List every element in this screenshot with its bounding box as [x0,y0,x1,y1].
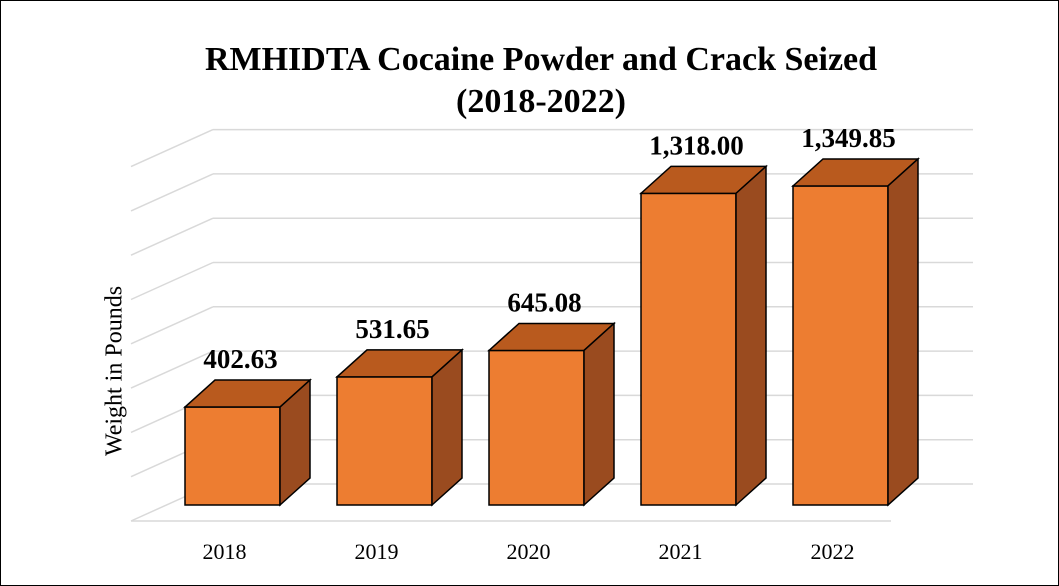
x-tick-label: 2020 [507,539,551,564]
bar [183,378,312,507]
bar-side [583,321,615,507]
x-tick-label: 2018 [203,539,247,564]
chart-title-line-1: RMHIDTA Cocaine Powder and Crack Seized [204,41,878,78]
gridline-side [130,261,214,301]
bar-side [887,157,919,507]
bar-front [792,185,889,506]
data-label: 1,349.85 [801,123,896,153]
bar-side [735,164,767,507]
x-tick-label: 2022 [811,539,855,564]
data-label: 402.63 [203,344,277,374]
bars [183,157,920,507]
bar-front [184,406,281,506]
gridline-side [130,306,214,345]
bar-front [336,376,433,506]
chart-title-line-2: (2018-2022) [456,83,626,120]
bar [487,321,616,507]
gridline-side [130,173,214,212]
gridline-side [130,217,214,256]
chart-title: RMHIDTA Cocaine Powder and Crack Seized … [101,39,981,123]
gridline-side [130,350,214,389]
bar-front [488,349,585,506]
bar [335,348,464,507]
gridline-side [130,128,214,168]
bar-side [279,378,311,507]
bar-side [431,348,463,507]
bar [639,164,768,507]
data-label: 1,318.00 [649,130,744,160]
x-tick-label: 2021 [659,539,703,564]
data-label: 531.65 [355,314,429,344]
bar [791,157,920,507]
data-label: 645.08 [507,287,581,317]
bar-front [640,192,737,506]
x-tick-label: 2019 [355,539,399,564]
